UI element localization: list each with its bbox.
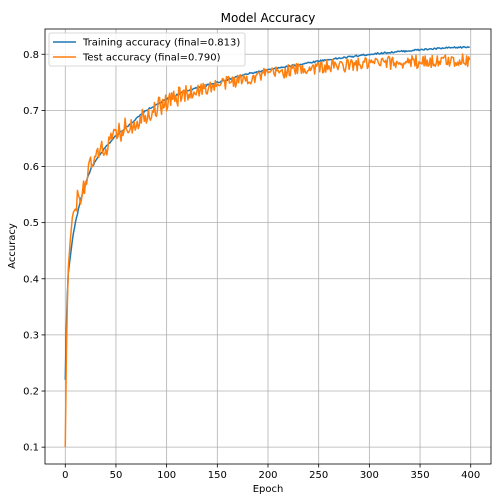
y-tick-label: 0.3: [23, 330, 39, 341]
x-tick-label: 300: [360, 470, 379, 481]
x-tick-label: 0: [62, 470, 68, 481]
x-tick-label: 100: [157, 470, 176, 481]
x-axis-label: Epoch: [253, 484, 284, 495]
y-tick-label: 0.7: [23, 106, 39, 117]
x-tick-label: 50: [110, 470, 123, 481]
test-accuracy-line: [64, 53, 471, 448]
y-tick-label: 0.2: [23, 387, 39, 398]
x-tick-label: 150: [208, 470, 227, 481]
y-axis-label: Accuracy: [7, 223, 18, 269]
x-tick-label: 400: [461, 470, 480, 481]
legend-box: [48, 32, 246, 67]
chart-title: Model Accuracy: [221, 11, 316, 25]
series-lines: [64, 45, 471, 448]
y-tick-label: 0.4: [23, 274, 39, 285]
legend-label-training: Training accuracy (final=0.813): [82, 38, 240, 49]
y-tick-label: 0.1: [23, 443, 39, 454]
ticks: 0 50 100 150 200 250 300 350 400 0.1 0.2 0.3 0.4 0.5 0…: [23, 50, 480, 481]
x-tick-label: 350: [410, 470, 429, 481]
legend-label-test: Test accuracy (final=0.790): [82, 53, 221, 64]
legend: Training accuracy (final=0.813) Test acc…: [48, 32, 246, 67]
y-tick-label: 0.6: [23, 162, 39, 173]
y-tick-label: 0.5: [23, 218, 39, 229]
x-tick-label: 250: [309, 470, 328, 481]
y-tick-label: 0.8: [23, 50, 39, 61]
x-tick-label: 200: [258, 470, 277, 481]
